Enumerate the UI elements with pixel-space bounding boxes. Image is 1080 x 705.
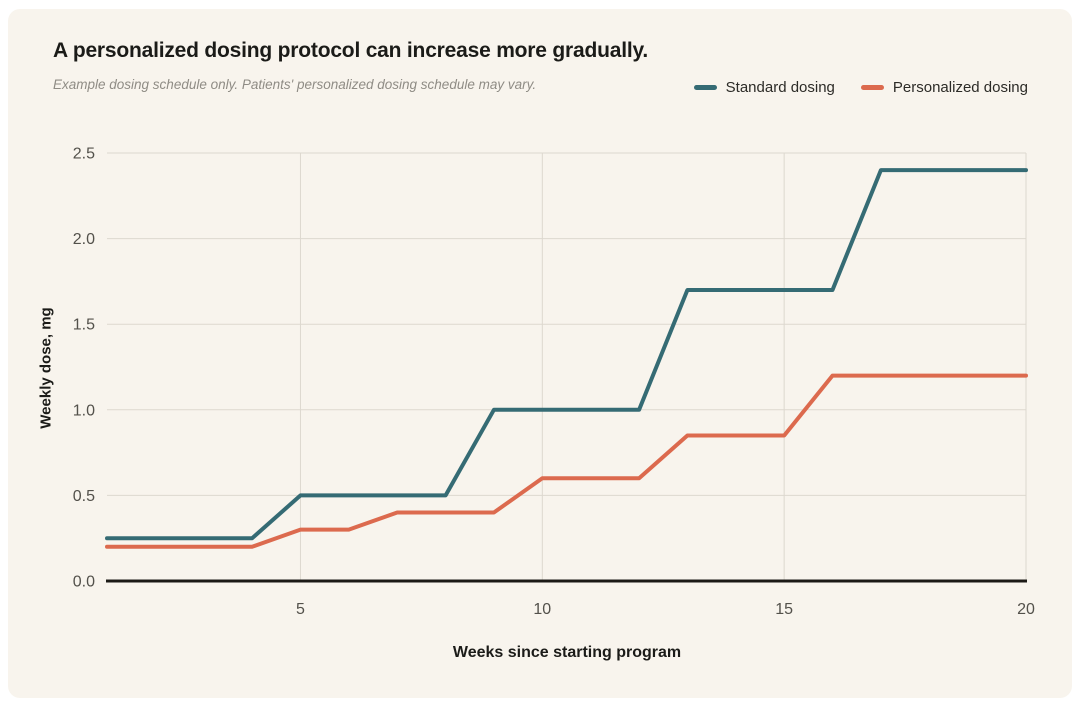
legend-label-standard-dosing: Standard dosing <box>725 79 835 96</box>
y-tick-label: 2.5 <box>73 146 95 163</box>
x-tick-label: 15 <box>775 601 793 618</box>
y-tick-label: 1.5 <box>73 317 95 334</box>
y-tick-label: 1.0 <box>73 402 95 419</box>
legend-item-standard-dosing: Standard dosing <box>693 79 835 96</box>
x-tick-label: 20 <box>1017 601 1035 618</box>
standard-dosing-swatch-icon <box>693 85 717 90</box>
legend: Standard dosing Personalized dosing <box>693 79 1028 96</box>
y-axis-title: Weekly dose, mg <box>37 307 55 429</box>
legend-label-personalized-dosing: Personalized dosing <box>892 79 1028 96</box>
personalized-dosing-swatch-icon <box>860 85 884 90</box>
y-tick-label: 2.0 <box>73 231 95 248</box>
chart-title: A personalized dosing protocol can incre… <box>53 39 649 62</box>
x-tick-label: 5 <box>296 601 305 618</box>
series-line-standard-dosing <box>105 168 1028 541</box>
chart-card <box>8 9 1072 698</box>
x-tick-label: 10 <box>533 601 551 618</box>
legend-item-personalized-dosing: Personalized dosing <box>860 79 1028 96</box>
series-line-personalized-dosing <box>105 373 1028 549</box>
x-axis-title: Weeks since starting program <box>452 644 682 661</box>
y-tick-label: 0.0 <box>73 574 95 591</box>
y-tick-label: 0.5 <box>73 488 95 505</box>
chart-subtitle: Example dosing schedule only. Patients' … <box>53 77 537 92</box>
